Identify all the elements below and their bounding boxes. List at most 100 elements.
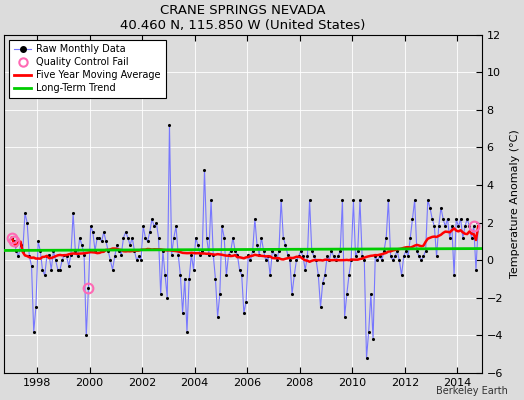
Point [308, 248, 316, 254]
Point [432, 253, 441, 260]
Point [360, 257, 368, 264]
Point [115, 248, 123, 254]
Point [272, 257, 281, 264]
Point [82, 332, 91, 338]
Point [404, 253, 412, 260]
Point [371, 253, 379, 260]
Point [36, 248, 45, 254]
Point [40, 272, 49, 278]
Point [428, 216, 436, 222]
Point [93, 234, 102, 241]
Point [343, 291, 351, 297]
Point [10, 238, 18, 245]
Point [34, 238, 42, 245]
Point [200, 167, 209, 173]
Point [64, 263, 73, 269]
Point [389, 257, 397, 264]
Point [299, 253, 307, 260]
Point [386, 253, 395, 260]
Point [192, 234, 200, 241]
Point [373, 257, 381, 264]
Point [29, 328, 38, 335]
Point [226, 248, 235, 254]
Point [376, 253, 384, 260]
Point [292, 257, 301, 264]
Point [178, 310, 187, 316]
Point [71, 248, 80, 254]
Point [237, 272, 246, 278]
Point [279, 234, 288, 241]
Point [172, 223, 180, 230]
Point [470, 223, 478, 230]
Point [194, 242, 202, 248]
Point [255, 251, 264, 258]
Point [423, 197, 432, 203]
Point [399, 253, 408, 260]
Point [67, 251, 75, 258]
Point [314, 272, 322, 278]
Point [443, 216, 452, 222]
Point [215, 291, 224, 297]
Text: Berkeley Earth: Berkeley Earth [436, 386, 508, 396]
Point [122, 229, 130, 235]
Point [303, 253, 312, 260]
Point [397, 272, 406, 278]
Point [8, 234, 16, 241]
Point [270, 251, 279, 258]
Point [137, 257, 145, 264]
Point [100, 229, 108, 235]
Point [25, 253, 34, 260]
Point [73, 253, 82, 260]
Point [60, 251, 69, 258]
Point [441, 223, 450, 230]
Point [18, 248, 27, 254]
Point [439, 216, 447, 222]
Point [362, 355, 370, 361]
Point [42, 253, 51, 260]
Point [185, 276, 193, 282]
Point [248, 248, 257, 254]
Point [49, 248, 58, 254]
Point [32, 304, 40, 310]
Point [231, 248, 239, 254]
Point [165, 122, 173, 128]
Point [463, 216, 472, 222]
Point [135, 253, 143, 260]
Point [393, 248, 401, 254]
Point [119, 234, 128, 241]
Point [275, 248, 283, 254]
Point [332, 257, 340, 264]
Point [391, 253, 399, 260]
Point [69, 210, 78, 216]
Point [246, 257, 255, 264]
Point [58, 257, 67, 264]
Point [51, 257, 60, 264]
Point [450, 272, 458, 278]
Point [454, 223, 463, 230]
Point [378, 257, 386, 264]
Point [213, 313, 222, 320]
Point [384, 197, 392, 203]
Point [336, 248, 344, 254]
Point [347, 257, 355, 264]
Point [139, 223, 147, 230]
Point [402, 248, 410, 254]
Point [170, 234, 178, 241]
Point [288, 291, 296, 297]
Point [205, 251, 213, 258]
Point [187, 251, 195, 258]
Y-axis label: Temperature Anomaly (°C): Temperature Anomaly (°C) [510, 130, 520, 278]
Point [305, 197, 314, 203]
Point [198, 248, 206, 254]
Point [323, 253, 331, 260]
Point [108, 266, 117, 273]
Point [196, 251, 204, 258]
Point [104, 248, 112, 254]
Point [133, 257, 141, 264]
Point [297, 248, 305, 254]
Point [174, 251, 182, 258]
Point [283, 251, 292, 258]
Point [209, 251, 217, 258]
Point [23, 220, 31, 226]
Point [467, 234, 476, 241]
